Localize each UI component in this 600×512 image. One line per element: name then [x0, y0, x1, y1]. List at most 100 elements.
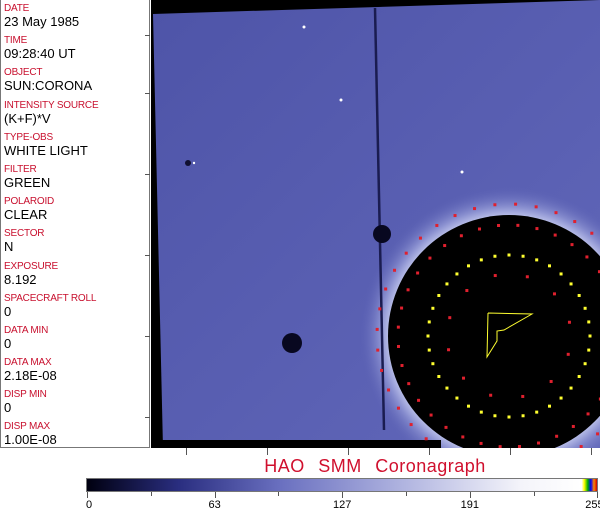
- axis-tick: [145, 93, 150, 94]
- field-value: (K+F)*V: [4, 110, 51, 126]
- field-label: SECTOR: [4, 228, 45, 240]
- field-value: 1.00E-08: [4, 432, 57, 448]
- red-marker: [573, 220, 577, 224]
- red-marker: [444, 425, 448, 429]
- colorbar-tick: [150, 492, 152, 496]
- field-type-obs: TYPE-OBS WHITE LIGHT: [1, 129, 149, 161]
- field-label: TIME: [4, 35, 28, 47]
- red-marker: [517, 445, 521, 448]
- field-value: 23 May 1985: [4, 14, 80, 29]
- field-sector: SECTOR N: [1, 225, 149, 257]
- field-label: EXPOSURE: [4, 260, 58, 272]
- red-marker: [537, 441, 541, 445]
- red-marker: [586, 412, 590, 416]
- field-data-max: DATA MAX 2.18E-08: [1, 354, 149, 386]
- yellow-marker: [535, 258, 539, 262]
- yellow-marker: [493, 254, 497, 258]
- field-spacecraft-roll: SPACECRAFT ROLL 0: [1, 290, 149, 322]
- red-marker: [567, 320, 571, 324]
- axis-tick: [145, 336, 150, 337]
- yellow-marker: [521, 414, 525, 418]
- field-label: DATE: [4, 3, 30, 14]
- red-marker: [459, 234, 463, 238]
- yellow-marker: [569, 282, 573, 286]
- field-disp-min: DISP MIN 0: [1, 386, 149, 418]
- red-marker: [393, 268, 397, 272]
- colorbar-tick: [406, 492, 407, 496]
- red-marker: [448, 316, 452, 320]
- colorbar-tick: [469, 492, 471, 498]
- field-value: GREEN: [4, 174, 51, 190]
- red-marker: [404, 251, 408, 255]
- red-marker: [566, 352, 570, 356]
- yellow-marker: [583, 306, 587, 310]
- field-intensity-source: INTENSITY SOURCE (K+F)*V: [1, 97, 149, 129]
- field-filter: FILTER GREEN: [1, 161, 149, 193]
- red-marker: [400, 364, 404, 368]
- red-marker: [516, 223, 520, 227]
- field-label: OBJECT: [4, 67, 43, 79]
- yellow-marker: [588, 334, 592, 338]
- red-marker: [396, 325, 400, 329]
- field-value: WHITE LIGHT: [4, 142, 88, 158]
- red-marker: [598, 397, 600, 401]
- field-value: N: [4, 239, 14, 255]
- colorbar-tick: [278, 492, 280, 496]
- yellow-marker: [493, 414, 497, 418]
- red-marker: [498, 445, 502, 448]
- red-marker: [380, 368, 384, 372]
- colorbar-tick: [87, 492, 88, 498]
- field-label: SPACECRAFT ROLL: [4, 292, 97, 304]
- red-marker: [473, 207, 477, 211]
- red-marker: [447, 348, 451, 352]
- red-marker: [590, 231, 594, 235]
- red-marker: [384, 287, 388, 291]
- field-label: DISP MIN: [4, 389, 47, 401]
- red-marker: [597, 270, 600, 274]
- red-marker: [424, 437, 428, 441]
- instrument-title: HAO SMM Coronagraph: [264, 456, 486, 476]
- red-marker: [535, 227, 539, 231]
- field-value: 0: [4, 400, 12, 416]
- red-marker: [400, 306, 404, 310]
- red-marker: [443, 244, 447, 248]
- axis-tick: [186, 448, 187, 455]
- red-marker: [387, 388, 391, 392]
- yellow-marker: [479, 258, 483, 262]
- yellow-marker: [507, 253, 511, 257]
- yellow-marker: [467, 264, 470, 268]
- yellow-marker: [431, 306, 435, 310]
- red-marker: [585, 255, 589, 259]
- red-marker: [417, 398, 421, 402]
- field-value: 09:28:40 UT: [4, 46, 76, 62]
- yellow-marker: [427, 320, 431, 324]
- colorbar-tick: [342, 492, 344, 498]
- pylon-line: [373, 7, 386, 431]
- field-label: DATA MAX: [4, 357, 52, 369]
- red-marker: [571, 424, 575, 428]
- red-marker: [378, 307, 382, 311]
- axis-tick: [429, 448, 430, 455]
- yellow-marker: [467, 404, 470, 408]
- red-marker: [553, 233, 557, 237]
- axis-tick: [591, 448, 592, 455]
- red-marker: [534, 205, 538, 209]
- field-value: SUN:CORONA: [4, 78, 93, 94]
- field-disp-max: DISP MAX 1.00E-08: [1, 418, 149, 450]
- red-marker: [396, 344, 400, 348]
- field-date: DATE 23 May 1985: [1, 0, 149, 32]
- occulter: [388, 215, 600, 448]
- yellow-marker: [587, 320, 591, 324]
- red-marker: [493, 274, 497, 278]
- colorbar: [86, 478, 598, 492]
- axis-tick: [145, 417, 150, 418]
- pointer-overlay: [486, 312, 534, 359]
- colorbar-tick: [597, 492, 599, 498]
- field-time: TIME 09:28:40 UT: [1, 32, 149, 64]
- yellow-marker: [507, 415, 511, 419]
- red-marker: [493, 203, 497, 207]
- header-info-panel: DATE 23 May 1985 TIME 09:28:40 UT OBJECT SUN:…: [0, 0, 150, 448]
- yellow-marker: [583, 362, 587, 366]
- yellow-marker: [455, 396, 459, 400]
- yellow-marker: [479, 410, 483, 414]
